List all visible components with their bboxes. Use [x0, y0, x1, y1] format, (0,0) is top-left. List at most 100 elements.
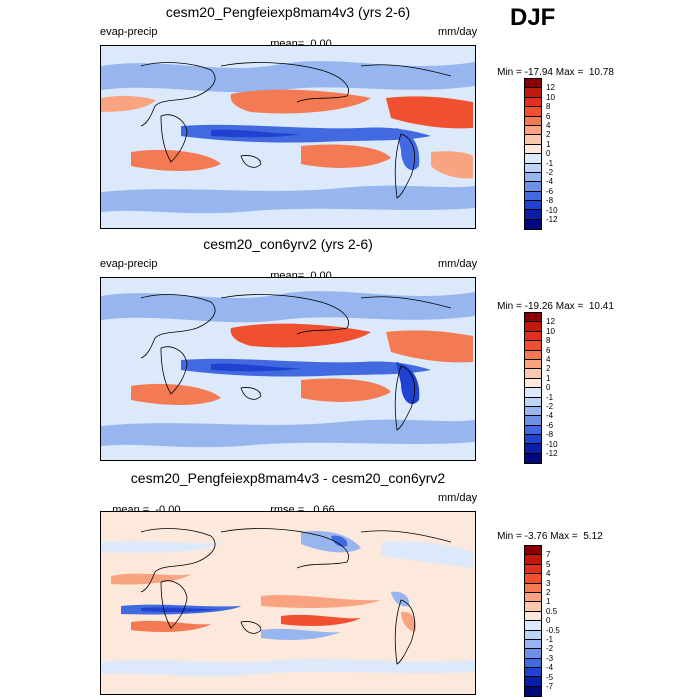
colorbar-tick-label: 6 [546, 111, 551, 121]
colorbar-tick-label: 8 [546, 336, 551, 346]
colorbar-tick-label: 12 [546, 317, 555, 327]
colorbar-tick-label: -7 [546, 682, 554, 691]
colorbar-swatch [525, 574, 541, 584]
colorbar-tick-label: -1 [546, 635, 554, 644]
colorbar-swatch [525, 546, 541, 556]
colorbar-swatch [525, 331, 541, 342]
colorbar-swatch [525, 107, 541, 117]
colorbar-tick-label: 2 [546, 364, 551, 374]
colorbar-swatch [525, 564, 541, 575]
panel-1-units: mm/day [438, 26, 478, 38]
colorbar-swatch [525, 388, 541, 398]
colorbar-swatch [525, 163, 541, 173]
colorbar-tick-label: 4 [546, 121, 551, 130]
colorbar-swatch [525, 378, 541, 389]
panel-1-colorbar [524, 78, 542, 231]
panel-1-minmax: Min = -17.94 Max = 10.78 [497, 67, 614, 78]
colorbar-tick-label: -2 [546, 168, 554, 177]
panel-3-title: cesm20_Pengfeiexp8mam4v3 - cesm20_con6yr… [130, 470, 446, 486]
colorbar-tick-label: -4 [546, 663, 554, 673]
colorbar-swatch [525, 435, 541, 445]
colorbar-swatch [525, 453, 541, 464]
colorbar-swatch [525, 630, 541, 640]
colorbar-swatch [525, 677, 541, 687]
colorbar-swatch [525, 359, 541, 370]
colorbar-tick-label: 7 [546, 550, 551, 560]
colorbar-swatch [525, 611, 541, 622]
colorbar-swatch [525, 97, 541, 108]
colorbar-swatch [525, 397, 541, 407]
panel-1-title: cesm20_Pengfeiexp8mam4v3 (yrs 2-6) [165, 4, 411, 20]
panel-3-colorbar [524, 545, 542, 698]
colorbar-swatch [525, 416, 541, 426]
colorbar-tick-label: 1 [546, 139, 551, 149]
colorbar-swatch [525, 668, 541, 678]
colorbar-swatch [525, 406, 541, 417]
colorbar-tick-label: -8 [546, 430, 554, 440]
colorbar-swatch [525, 210, 541, 220]
colorbar-swatch [525, 79, 541, 89]
panel-2-title: cesm20_con6yrv2 (yrs 2-6) [203, 236, 373, 252]
colorbar-tick-label: 1 [546, 597, 551, 607]
panel-2-units: mm/day [438, 258, 478, 270]
colorbar-tick-label: 0 [546, 383, 551, 393]
panel-1-map-field [101, 46, 475, 228]
colorbar-swatch [525, 602, 541, 612]
colorbar-swatch [525, 350, 541, 360]
colorbar-tick-label: -6 [546, 186, 554, 196]
colorbar-swatch [525, 341, 541, 351]
colorbar-swatch [525, 369, 541, 379]
colorbar-swatch [525, 201, 541, 211]
panel-3-map [100, 511, 476, 695]
colorbar-tick-label: 0 [546, 149, 551, 159]
colorbar-tick-label: -12 [546, 449, 558, 458]
panel-1-variable-label: evap-precip [100, 26, 158, 38]
colorbar-swatch [525, 686, 541, 697]
colorbar-tick-label: -2 [546, 402, 554, 411]
colorbar-swatch [525, 144, 541, 155]
panel-3-map-field [101, 512, 475, 694]
colorbar-tick-label: -1 [546, 392, 554, 402]
colorbar-tick-label: -10 [546, 439, 558, 449]
colorbar-tick-label: 4 [546, 569, 551, 579]
colorbar-swatch [525, 621, 541, 631]
colorbar-tick-label: -2 [546, 644, 554, 654]
colorbar-swatch [525, 182, 541, 192]
colorbar-swatch [525, 444, 541, 454]
colorbar-swatch [525, 125, 541, 136]
colorbar-swatch [525, 639, 541, 650]
colorbar-swatch [525, 425, 541, 436]
panel-3-units: mm/day [438, 492, 478, 504]
panel-3-minmax: Min = -3.76 Max = 5.12 [497, 531, 603, 542]
colorbar-swatch [525, 172, 541, 183]
colorbar-swatch [525, 135, 541, 145]
panel-2-variable-label: evap-precip [100, 258, 158, 270]
colorbar-swatch [525, 219, 541, 230]
panel-1-map [100, 45, 476, 229]
colorbar-swatch [525, 658, 541, 669]
colorbar-swatch [525, 649, 541, 659]
colorbar-swatch [525, 191, 541, 202]
colorbar-swatch [525, 592, 541, 603]
panel-2-map [100, 277, 476, 461]
colorbar-tick-label: 10 [546, 326, 555, 336]
colorbar-tick-label: -8 [546, 196, 554, 206]
colorbar-tick-label: -1 [546, 158, 554, 168]
colorbar-tick-label: -10 [546, 205, 558, 215]
colorbar-swatch [525, 555, 541, 565]
panel-2-colorbar [524, 312, 542, 465]
colorbar-swatch [525, 88, 541, 98]
colorbar-swatch [525, 583, 541, 593]
colorbar-swatch [525, 116, 541, 126]
colorbar-tick-label: -0.5 [546, 625, 560, 635]
colorbar-tick-label: 12 [546, 83, 555, 93]
colorbar-tick-label: 10 [546, 92, 555, 102]
colorbar-swatch [525, 313, 541, 323]
colorbar-swatch [525, 154, 541, 164]
panel-2-minmax: Min = -19.26 Max = 10.41 [497, 301, 614, 312]
colorbar-tick-label: -3 [546, 653, 554, 663]
colorbar-tick-label: 4 [546, 355, 551, 364]
colorbar-tick-label: 3 [546, 578, 551, 588]
colorbar-tick-label: 1 [546, 373, 551, 383]
colorbar-swatch [525, 322, 541, 332]
